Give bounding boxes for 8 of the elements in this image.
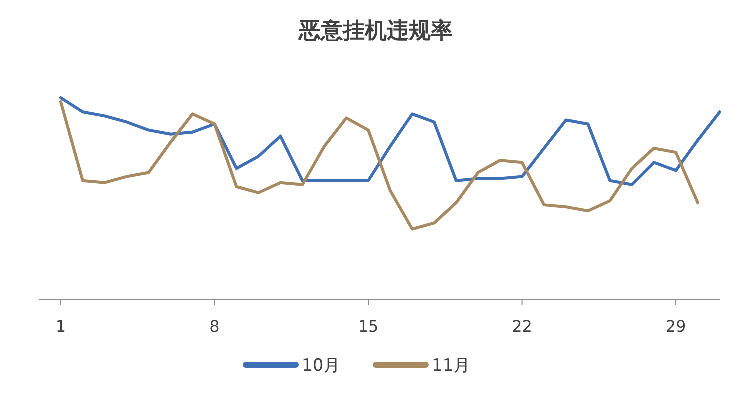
x-tick-label: 1 bbox=[56, 317, 66, 336]
legend-label: 10月 bbox=[302, 356, 341, 376]
x-tick-label: 8 bbox=[210, 317, 220, 336]
x-tick-label: 15 bbox=[358, 317, 379, 336]
x-tick-label: 29 bbox=[666, 317, 686, 336]
chart-title: 恶意挂机违规率 bbox=[298, 18, 453, 44]
legend-label: 11月 bbox=[432, 356, 471, 376]
x-tick-label: 22 bbox=[512, 317, 532, 336]
